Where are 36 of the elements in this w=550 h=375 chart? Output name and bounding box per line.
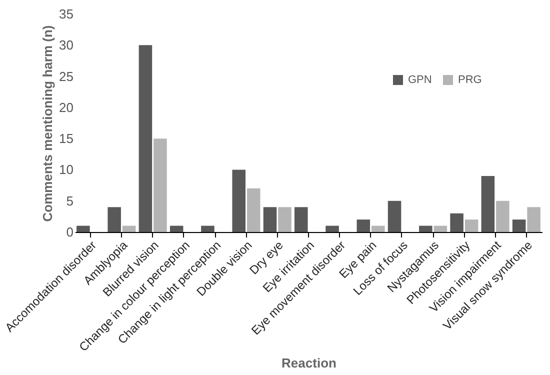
- bar: [138, 45, 152, 232]
- bar: [108, 207, 121, 232]
- legend-label: GPN: [408, 74, 432, 86]
- y-axis-title: Comments mentioning harm (n): [40, 25, 56, 222]
- bar: [372, 226, 385, 232]
- y-tick-label: 25: [59, 68, 74, 84]
- y-tick-label: 5: [66, 193, 74, 208]
- bar: [356, 220, 370, 232]
- legend-label: PRG: [458, 74, 482, 86]
- bar: [76, 226, 90, 232]
- y-tick-label: 20: [59, 100, 74, 115]
- bar: [232, 170, 246, 232]
- bar: [450, 213, 464, 232]
- bar: [388, 200, 402, 232]
- bar: [246, 188, 260, 232]
- bar: [263, 207, 277, 232]
- bar: [294, 207, 308, 232]
- bar: [154, 138, 167, 232]
- bar: [419, 226, 432, 232]
- bar: [201, 226, 214, 232]
- y-tick-label: 15: [59, 131, 74, 146]
- bar: [481, 176, 495, 232]
- bar: [278, 207, 292, 232]
- bar: [512, 220, 526, 232]
- y-tick-label: 35: [59, 6, 74, 22]
- bar: [122, 226, 136, 232]
- y-tick-label: 10: [59, 162, 74, 178]
- bar: [464, 220, 478, 232]
- bar: [326, 226, 339, 232]
- y-tick-label: 30: [59, 38, 74, 53]
- bar: [434, 226, 448, 232]
- bar: [496, 200, 510, 232]
- y-tick-label: 0: [66, 224, 74, 240]
- bar: [527, 207, 540, 232]
- bar: [170, 226, 184, 232]
- x-axis-title: Reaction: [282, 355, 337, 370]
